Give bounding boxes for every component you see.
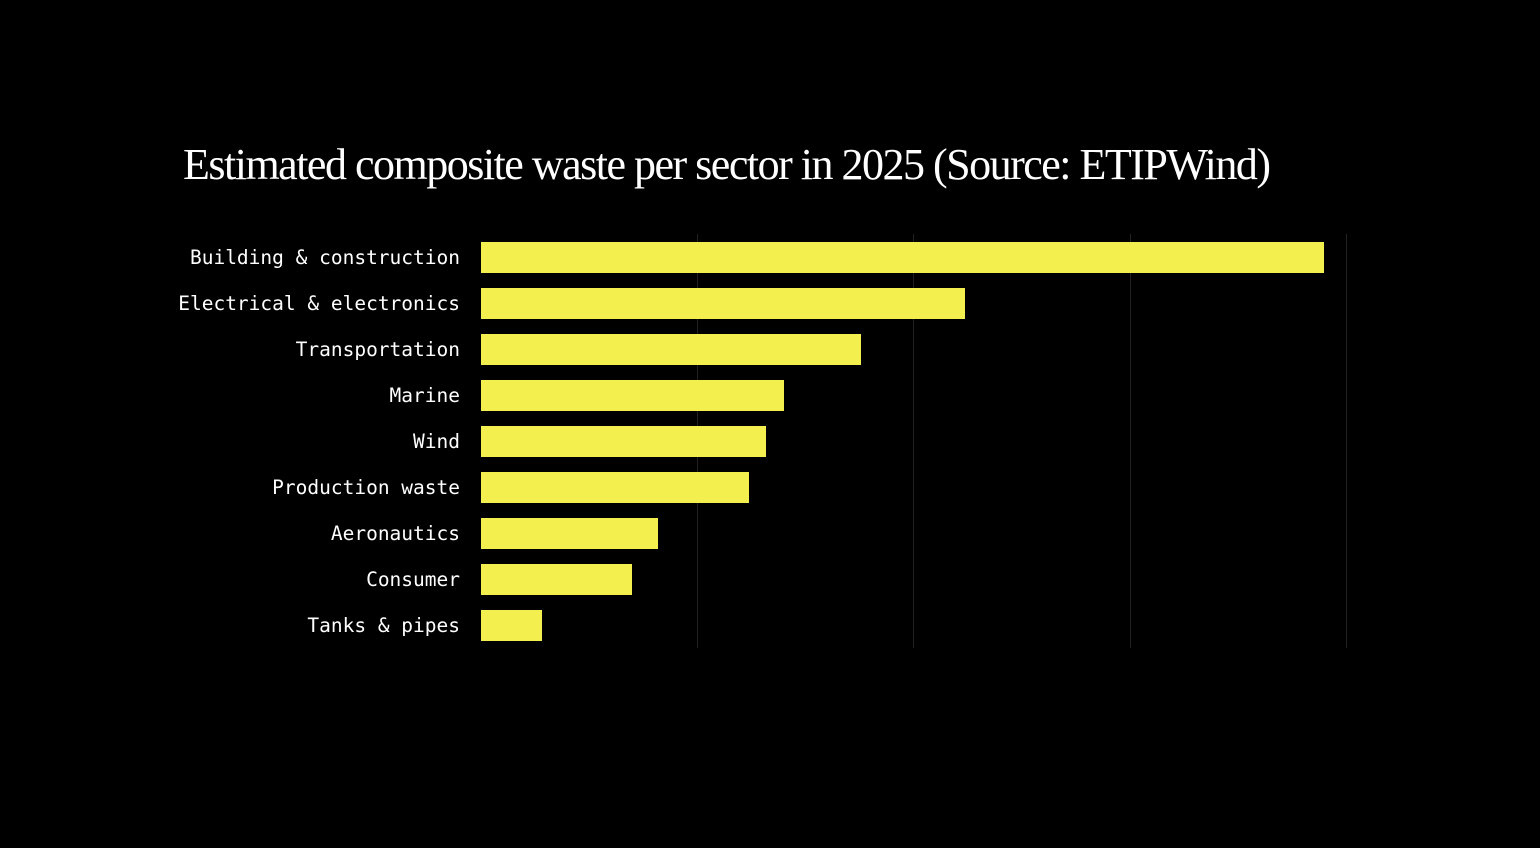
bar-track [481, 379, 1389, 411]
bar-track [481, 563, 1389, 595]
bar [481, 471, 750, 503]
bar [481, 379, 784, 411]
category-label: Marine [389, 383, 460, 407]
bar-row: Electrical & electronics [0, 280, 1540, 326]
bar-row: Building & construction [0, 234, 1540, 280]
bar-chart: Building & construction Electrical & elec… [0, 234, 1540, 794]
bar-track [481, 425, 1389, 457]
gridline [913, 234, 915, 648]
chart-title: Estimated composite waste per sector in … [183, 140, 1271, 189]
bar [481, 333, 862, 365]
category-label: Aeronautics [330, 521, 460, 545]
category-label: Electrical & electronics [178, 291, 460, 315]
bar [481, 609, 542, 641]
category-label: Production waste [272, 475, 460, 499]
bar [481, 241, 1325, 273]
bar [481, 517, 659, 549]
bar-row: Production waste [0, 464, 1540, 510]
bar [481, 563, 633, 595]
gridline [1129, 234, 1131, 648]
category-label: Building & construction [189, 245, 460, 269]
bar-track [481, 333, 1389, 365]
bar-row: Tanks & pipes [0, 602, 1540, 648]
bar-row: Wind [0, 418, 1540, 464]
gridline [1345, 234, 1347, 648]
category-label: Consumer [366, 567, 460, 591]
bar-track [481, 241, 1389, 273]
bar [481, 425, 767, 457]
bar-row: Transportation [0, 326, 1540, 372]
bar-row: Consumer [0, 556, 1540, 602]
bar-track [481, 609, 1389, 641]
bar-track [481, 517, 1389, 549]
bar-rows: Building & construction Electrical & elec… [0, 234, 1540, 648]
bar-row: Marine [0, 372, 1540, 418]
category-label: Wind [413, 429, 460, 453]
bar-track [481, 471, 1389, 503]
bar-track [481, 287, 1389, 319]
category-label: Transportation [295, 337, 460, 361]
category-label: Tanks & pipes [307, 613, 460, 637]
bar-row: Aeronautics [0, 510, 1540, 556]
bar [481, 287, 966, 319]
